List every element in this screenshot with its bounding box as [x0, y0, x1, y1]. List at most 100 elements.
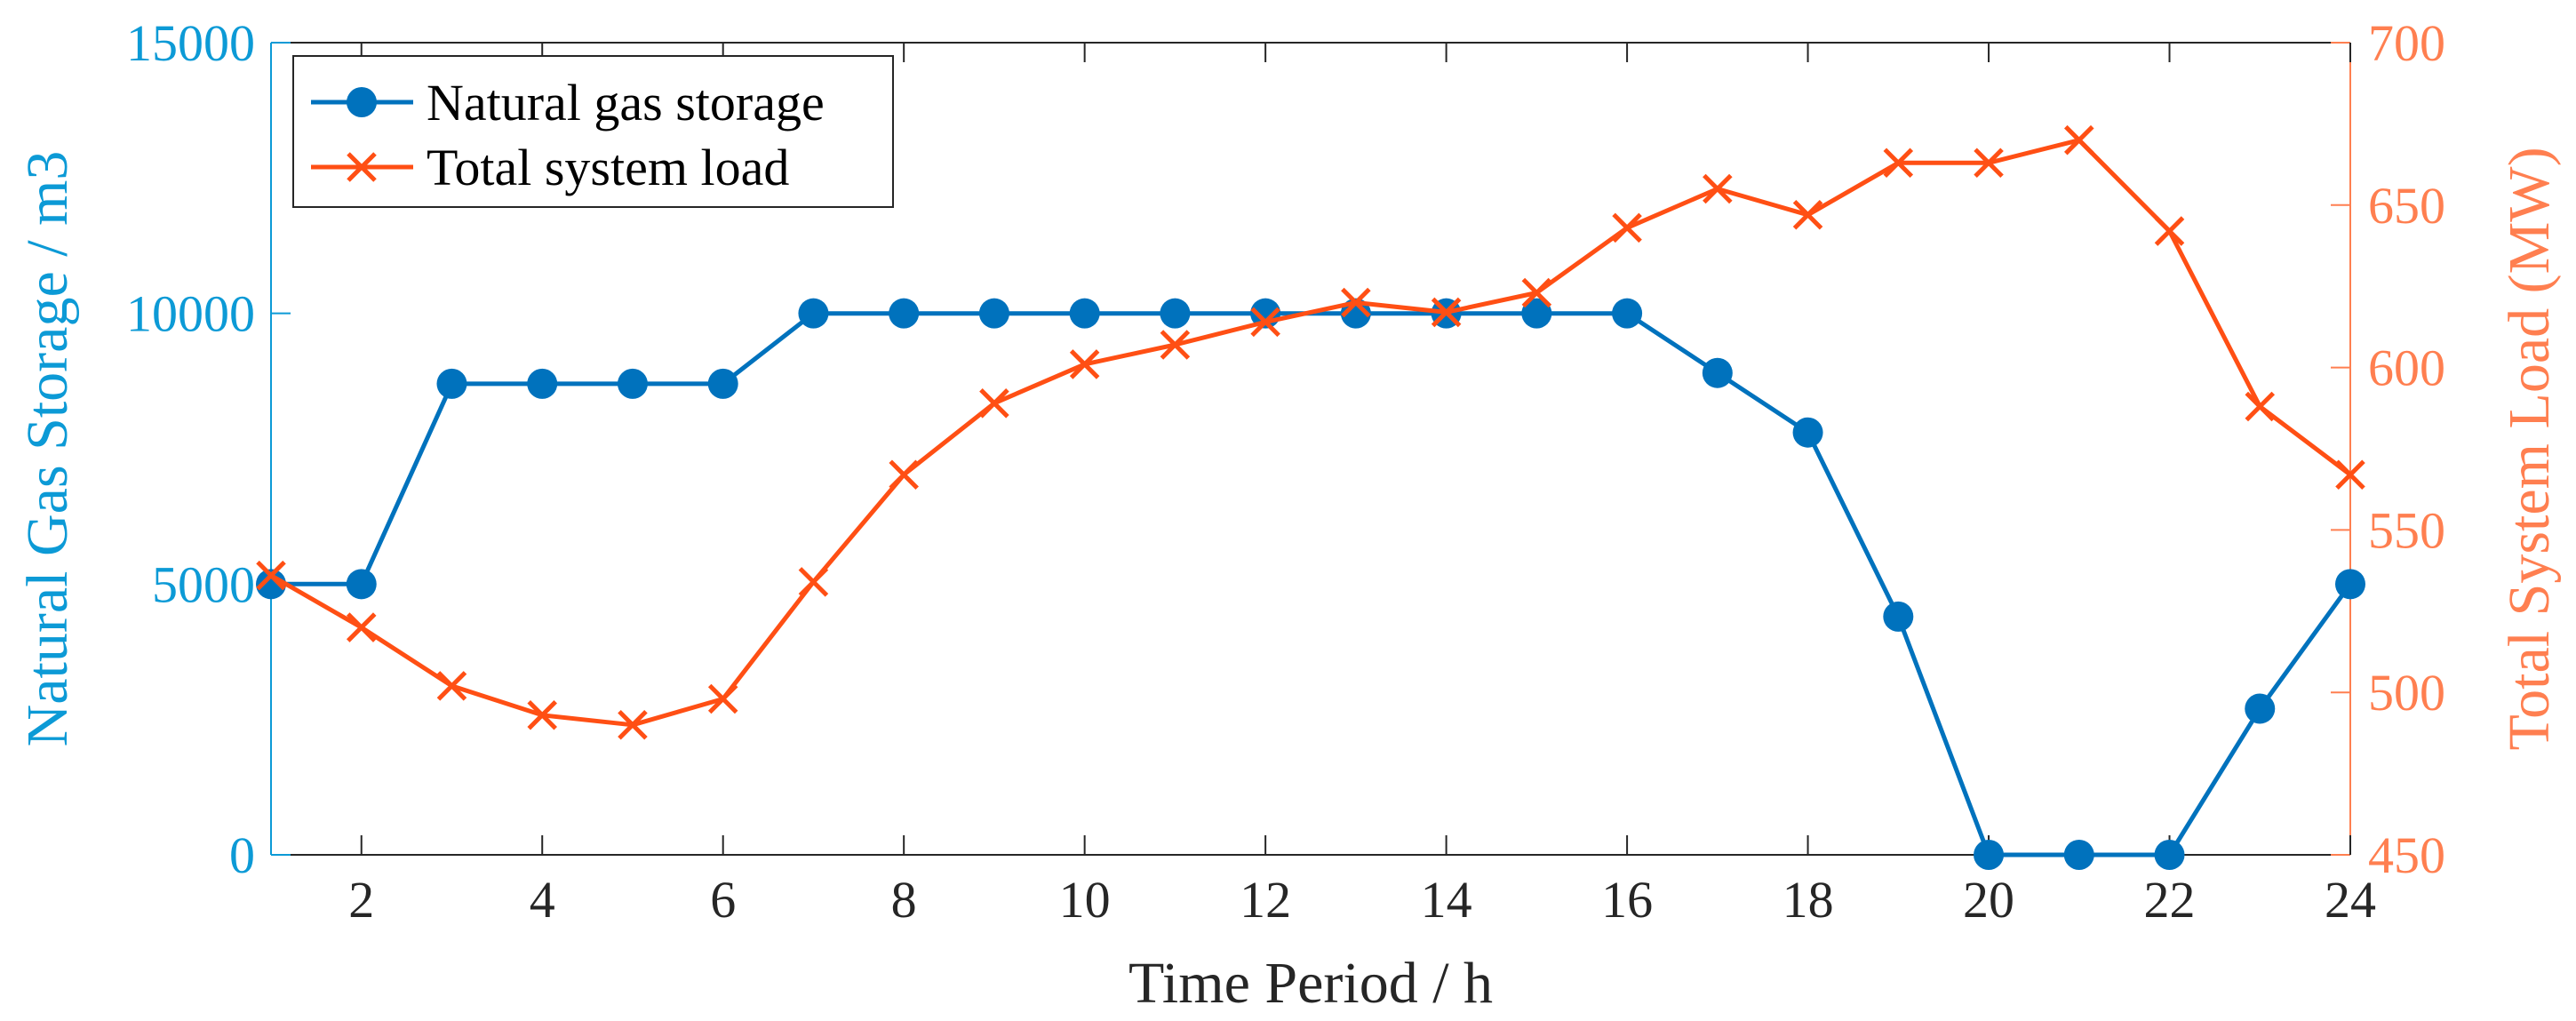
legend-load-label: Total system load [427, 139, 789, 196]
load-point-stroke-b [1431, 297, 1462, 328]
load-point-stroke-b [346, 612, 377, 642]
load-point [2245, 391, 2276, 422]
x-tick-label: 22 [2144, 871, 2196, 929]
legend-storage-marker [347, 87, 377, 117]
left-y-axis-title: Natural Gas Storage / m3 [15, 151, 80, 747]
right-y-axis-title: Total System Load (MW) [2497, 147, 2562, 750]
load-point-stroke-b [1341, 287, 1371, 318]
load-point [527, 700, 557, 730]
load-point [1883, 148, 1914, 179]
load-point [1160, 330, 1191, 360]
load-point [798, 567, 829, 597]
storage-point [1069, 298, 1100, 329]
right-y-tick-label: 700 [2368, 14, 2445, 72]
x-tick-label: 12 [1240, 871, 1291, 929]
load-point [1974, 148, 2004, 179]
right-y-axis: 450 500 550 600 650 700 Total System Load (MW) [2331, 14, 2562, 884]
load-point-stroke-b [1792, 200, 1823, 230]
storage-point [798, 298, 829, 329]
series-line-storage [271, 311, 2353, 857]
left-y-tick-label: 15000 [126, 14, 255, 72]
storage-point [1974, 840, 2005, 870]
load-point [436, 671, 467, 701]
load-point-stroke-b [707, 683, 738, 714]
load-point [618, 709, 648, 740]
x-tick-label: 18 [1782, 871, 1834, 929]
storage-point [1883, 601, 1914, 632]
series-load [256, 124, 2365, 740]
legend-load-marker-stroke-b [347, 152, 377, 182]
load-point-stroke-b [1250, 307, 1280, 338]
left-y-axis: 0 5000 10000 15000 Natural Gas Storage / m3 [15, 14, 291, 884]
load-point [2335, 459, 2365, 491]
storage-point [1792, 417, 1823, 448]
storage-point [1160, 298, 1191, 329]
left-y-tick-label: 10000 [126, 285, 255, 343]
load-point-stroke-b [1612, 212, 1642, 243]
load-point-stroke-b [1883, 148, 1914, 179]
series-storage [256, 298, 2365, 870]
series-line-load [269, 138, 2352, 728]
storage-point [889, 298, 920, 329]
load-point-stroke-b [2154, 216, 2185, 246]
right-y-tick-label: 450 [2368, 826, 2445, 884]
right-y-tick-label: 550 [2368, 501, 2445, 559]
storage-point [2154, 840, 2185, 870]
load-point [2154, 216, 2185, 246]
load-point [1069, 349, 1100, 379]
load-point [707, 683, 738, 714]
storage-point [256, 569, 286, 600]
load-point [2064, 124, 2094, 156]
load-point [1612, 212, 1642, 243]
storage-point [527, 368, 558, 399]
x-tick-label: 2 [348, 871, 374, 929]
legend: Natural gas storage Total system load [292, 55, 894, 208]
x-tick-label: 14 [1421, 871, 1472, 929]
x-tick-label: 4 [530, 871, 555, 929]
legend-storage-label: Natural gas storage [427, 74, 825, 132]
legend-box [292, 55, 894, 208]
load-point [346, 612, 377, 642]
right-y-tick-label: 650 [2368, 177, 2445, 235]
x-tick-label: 6 [710, 871, 736, 929]
left-y-tick-label: 0 [229, 826, 255, 884]
load-point-stroke-b [979, 388, 1009, 419]
load-point-stroke-b [1069, 349, 1100, 379]
storage-point [2335, 569, 2365, 600]
storage-point [978, 298, 1009, 329]
load-point-stroke-b [436, 671, 467, 701]
storage-point [2063, 840, 2094, 870]
load-point [1703, 173, 1733, 204]
x-tick-label: 16 [1601, 871, 1653, 929]
series-layer [256, 124, 2365, 870]
load-point-stroke-b [1703, 173, 1733, 204]
storage-point [707, 368, 738, 399]
load-point [889, 459, 919, 491]
load-point [1792, 200, 1823, 230]
x-tick-label: 8 [891, 871, 917, 929]
left-y-tick-label: 5000 [152, 555, 255, 613]
right-y-tick-label: 600 [2368, 339, 2445, 397]
load-point-stroke-b [618, 709, 648, 740]
load-point-stroke-b [2064, 124, 2094, 156]
x-tick-label: 10 [1059, 871, 1111, 929]
x-tick-label: 20 [1963, 871, 2014, 929]
load-point [256, 560, 286, 591]
load-point [1521, 277, 1552, 308]
load-point [1341, 287, 1371, 318]
load-point [979, 388, 1009, 419]
x-tick-label: 24 [2325, 871, 2376, 929]
load-point-stroke-b [1160, 330, 1191, 360]
storage-point [1521, 298, 1552, 329]
storage-point [617, 368, 648, 399]
load-point-stroke-b [527, 700, 557, 730]
right-y-tick-label: 500 [2368, 664, 2445, 722]
load-point-stroke-b [1974, 148, 2004, 179]
storage-point [2245, 693, 2276, 724]
load-point-stroke-b [1521, 277, 1552, 308]
load-point-stroke-b [2245, 391, 2276, 422]
storage-point [1702, 357, 1733, 388]
x-axis-title: Time Period / h [1128, 951, 1493, 1016]
